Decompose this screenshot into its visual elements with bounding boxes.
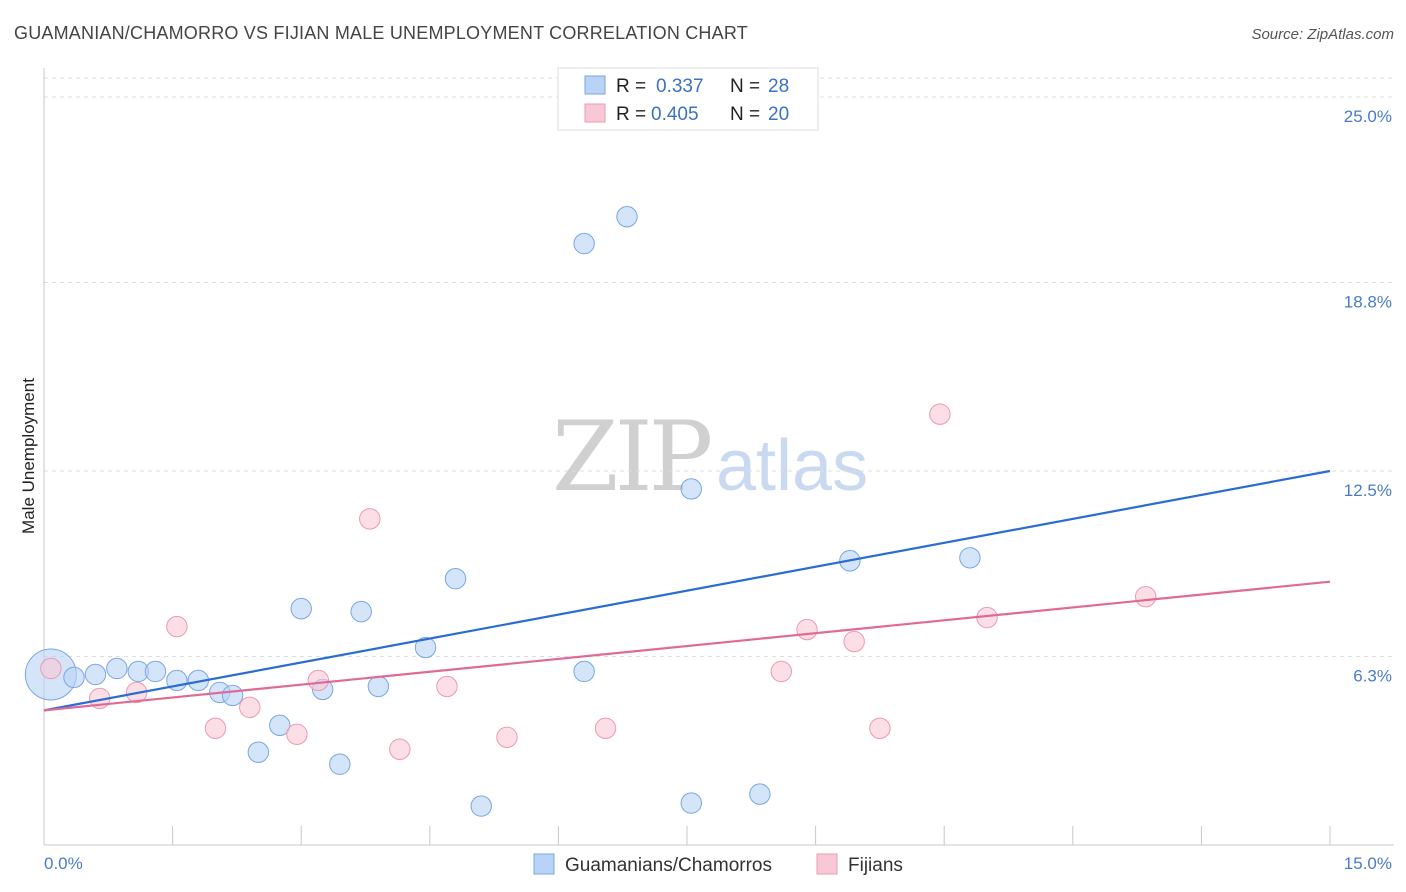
series-legend-label-fijians: Fijians bbox=[848, 855, 903, 876]
series-legend: Guamanians/Chamorros Fijians bbox=[533, 853, 903, 876]
point-guamanians-23 bbox=[680, 792, 702, 814]
chart-source: Source: ZipAtlas.com bbox=[1251, 26, 1394, 43]
point-fijians-0 bbox=[40, 657, 62, 680]
point-guamanians-20 bbox=[573, 660, 595, 683]
point-fijians-19 bbox=[1134, 585, 1157, 608]
y-tick-label-0: 6.3% bbox=[1353, 667, 1392, 686]
series-legend-label-guamanians: Guamanians/Chamorros bbox=[565, 855, 772, 876]
point-fijians-9 bbox=[389, 738, 411, 760]
point-fijians-16 bbox=[869, 717, 891, 740]
trend-line-guamanians bbox=[43, 469, 1331, 712]
y-axis-label: Male Unemployment bbox=[19, 378, 38, 534]
series-legend-swatch-guamanians bbox=[533, 853, 555, 875]
point-fijians-6 bbox=[286, 723, 308, 745]
gridlines bbox=[44, 77, 1394, 658]
point-guamanians-22 bbox=[616, 205, 638, 228]
point-guamanians-19 bbox=[470, 795, 492, 817]
point-guamanians-21 bbox=[573, 232, 595, 255]
point-guamanians-15 bbox=[350, 600, 372, 623]
x-tick-label-min: 0.0% bbox=[44, 854, 83, 873]
point-guamanians-5 bbox=[144, 660, 167, 683]
y-axis-tick-labels: 6.3% 12.5% 18.8% 25.0% bbox=[1344, 107, 1392, 686]
point-guamanians-9 bbox=[221, 684, 244, 707]
zipatlas-watermark: ZIP atlas bbox=[552, 401, 868, 513]
point-guamanians-10 bbox=[247, 741, 270, 763]
point-fijians-15 bbox=[843, 630, 865, 653]
point-fijians-10 bbox=[436, 675, 458, 698]
legend-r-label-fijians: R = bbox=[616, 104, 646, 125]
x-tick-label-max: 15.0% bbox=[1344, 854, 1392, 873]
trend-lines bbox=[43, 469, 1331, 712]
x-axis-ticks bbox=[43, 826, 1331, 845]
point-fijians-12 bbox=[594, 717, 617, 740]
point-fijians-8 bbox=[359, 508, 381, 530]
point-fijians-11 bbox=[496, 726, 518, 748]
legend-r-label-guamanians: R = bbox=[616, 76, 646, 97]
point-guamanians-3 bbox=[106, 657, 128, 680]
point-fijians-17 bbox=[929, 403, 951, 425]
series-legend-swatch-fijians bbox=[816, 853, 838, 875]
trend-line-fijians bbox=[43, 580, 1331, 712]
point-fijians-4 bbox=[204, 717, 227, 740]
legend-swatch-guamanians bbox=[584, 75, 606, 95]
point-guamanians-2 bbox=[84, 663, 107, 686]
stats-legend: R = 0.337 N = 28 R = 0.405 N = 20 bbox=[557, 67, 819, 131]
legend-n-value-guamanians: 28 bbox=[768, 76, 789, 97]
point-guamanians-11 bbox=[269, 714, 291, 737]
point-guamanians-24 bbox=[680, 478, 702, 500]
point-fijians-7 bbox=[307, 669, 330, 692]
y-tick-label-3: 25.0% bbox=[1344, 107, 1392, 126]
point-fijians-14 bbox=[796, 618, 818, 641]
watermark-atlas: atlas bbox=[716, 426, 868, 506]
point-guamanians-27 bbox=[959, 547, 981, 569]
legend-n-label-guamanians: N = bbox=[730, 76, 760, 97]
point-guamanians-16 bbox=[367, 675, 390, 698]
legend-r-value-fijians: 0.405 bbox=[651, 104, 699, 125]
point-guamanians-1 bbox=[63, 666, 85, 689]
point-guamanians-12 bbox=[290, 597, 312, 620]
point-guamanians-25 bbox=[749, 783, 771, 805]
point-guamanians-17 bbox=[414, 636, 437, 659]
y-tick-label-1: 12.5% bbox=[1344, 481, 1392, 500]
legend-swatch-fijians bbox=[584, 103, 606, 123]
point-fijians-5 bbox=[239, 696, 261, 719]
point-fijians-13 bbox=[770, 660, 793, 683]
legend-n-label-fijians: N = bbox=[730, 104, 760, 125]
point-fijians-3 bbox=[166, 615, 188, 638]
legend-r-value-guamanians: 0.337 bbox=[656, 76, 704, 97]
legend-n-value-fijians: 20 bbox=[768, 104, 789, 125]
y-tick-label-2: 18.8% bbox=[1344, 293, 1392, 312]
point-guamanians-14 bbox=[329, 753, 351, 775]
point-guamanians-18 bbox=[444, 568, 467, 590]
chart-title: GUAMANIAN/CHAMORRO VS FIJIAN MALE UNEMPL… bbox=[14, 23, 748, 43]
